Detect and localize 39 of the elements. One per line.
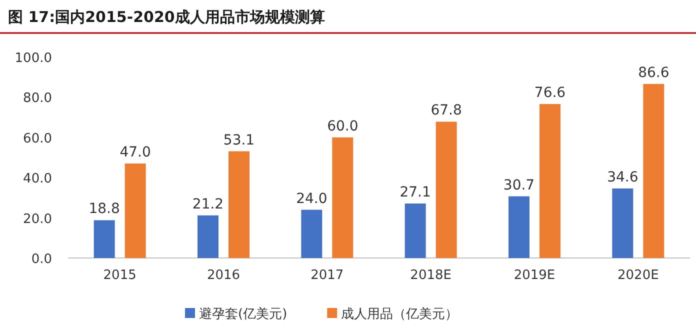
data-label: 60.0 [327,118,358,134]
bar [198,215,218,258]
bar [301,210,322,258]
y-tick-label: 60.0 [23,131,52,146]
bar [540,104,560,258]
chart-title: 图 17:国内2015-2020成人用品市场规模测算 [8,8,325,26]
data-label: 53.1 [223,132,255,148]
x-tick-label: 2015 [103,268,136,283]
bar [404,204,426,258]
x-tick-label: 2019E [514,268,556,283]
data-label: 34.6 [607,169,638,186]
bar [332,137,354,258]
y-tick-label: 0.0 [31,252,52,267]
data-label: 30.7 [503,177,535,194]
bar [124,164,146,258]
data-label: 24.0 [296,190,328,207]
legend-label: 避孕套(亿美元) [199,306,288,322]
y-tick-label: 40.0 [23,172,52,187]
bar [228,151,250,258]
legend-label: 成人用品（亿美元） [341,306,458,322]
data-label: 47.0 [120,144,151,161]
y-tick-label: 100.0 [14,51,52,66]
x-tick-label: 2016 [206,268,240,283]
bar [643,84,664,258]
bar [612,188,634,258]
x-tick-label: 2018E [410,268,452,283]
x-tick-label: 2020E [618,268,659,283]
y-tick-label: 80.0 [23,91,52,106]
data-label: 27.1 [400,184,431,201]
data-label: 21.2 [192,196,224,212]
bar [508,196,530,258]
x-tick-label: 2017 [310,268,344,283]
data-label: 18.8 [88,201,120,218]
bar [436,122,457,258]
data-label: 76.6 [534,85,566,102]
data-label: 67.8 [430,102,462,119]
y-tick-label: 20.0 [23,212,52,227]
data-label: 86.6 [638,64,670,81]
bar [94,220,115,258]
